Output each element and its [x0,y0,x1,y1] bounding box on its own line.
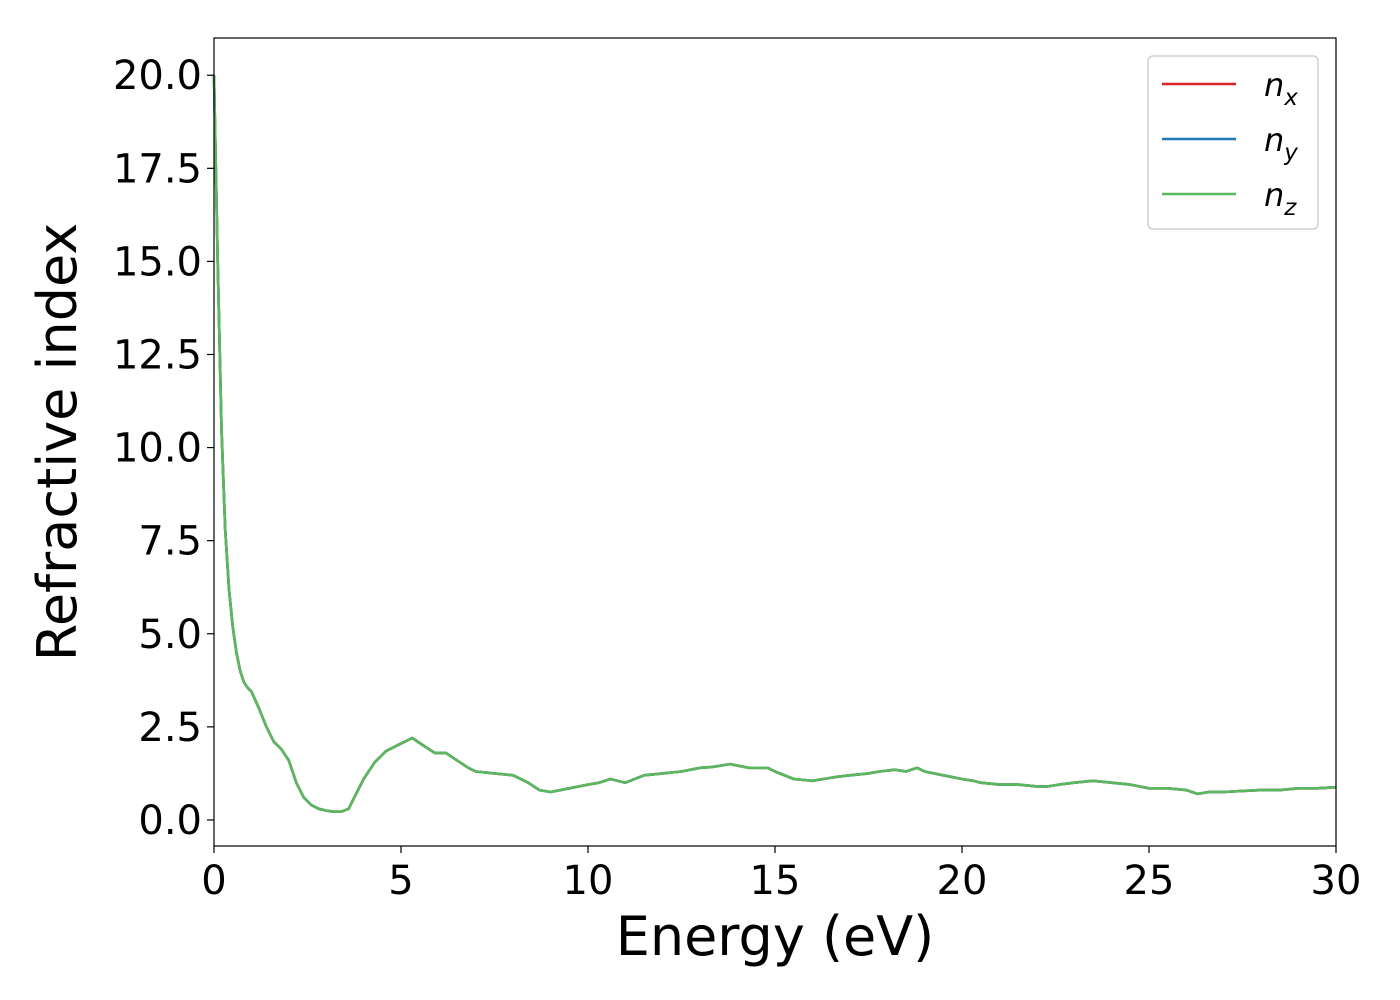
y-tick-label: 10.0 [113,426,202,472]
y-axis: 0.0 2.5 5.0 7.5 10.0 12.5 15.0 17.5 20.0 [113,53,214,844]
y-tick-label: 0.0 [138,798,202,844]
y-tick-label: 20.0 [113,53,202,99]
legend-box [1147,55,1319,230]
x-tick-label: 20 [937,858,988,904]
y-tick-label: 15.0 [113,239,202,285]
y-tick-label: 12.5 [113,332,202,378]
y-tick-label: 7.5 [138,519,202,565]
x-tick-label: 15 [750,858,801,904]
series-line-nz [212,75,1337,814]
y-tick-label: 17.5 [113,146,202,192]
y-axis-label: Refractive index [26,223,89,662]
legend-label-nx: nx [1264,66,1298,111]
series-layer [212,75,1337,814]
x-tick-label: 0 [201,858,226,904]
legend-label-ny: ny [1264,121,1298,166]
x-tick-label: 30 [1311,858,1362,904]
y-tick-label: 2.5 [138,705,202,751]
legend-label-nz: nz [1264,176,1297,221]
x-tick-label: 10 [563,858,614,904]
legend: nx ny nz [1147,55,1319,230]
x-axis: 0 5 10 15 20 25 30 [201,846,1361,904]
x-tick-label: 25 [1124,858,1175,904]
x-axis-label: Energy (eV) [616,905,935,968]
y-tick-label: 5.0 [138,612,202,658]
x-tick-label: 5 [388,858,413,904]
